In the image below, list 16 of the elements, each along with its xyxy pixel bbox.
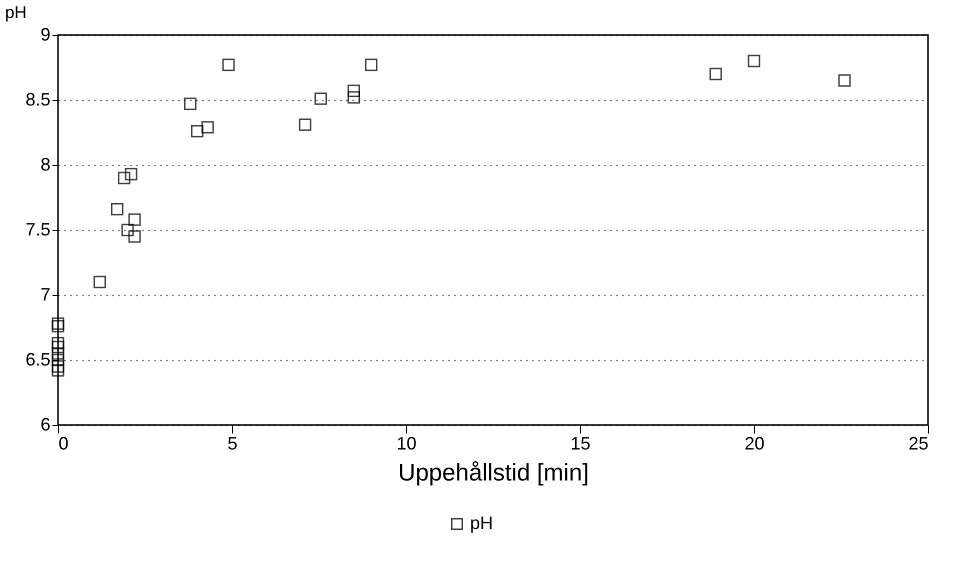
legend-label: pH (470, 513, 494, 533)
x-axis-title: Uppehållstid [min] (398, 460, 589, 486)
y-tick-label: 6 (40, 414, 50, 434)
x-tick-label: 5 (227, 434, 238, 454)
y-axis-title: pH (4, 3, 27, 22)
y-tick-label: 7.5 (25, 220, 50, 240)
y-tick-label: 8 (40, 154, 50, 174)
y-tick-label: 8.5 (25, 90, 50, 110)
x-tick-label: 15 (570, 434, 591, 454)
y-tick-label: 9 (40, 24, 50, 44)
x-tick-label: 20 (744, 434, 765, 454)
x-tick-label: 0 (58, 434, 69, 454)
y-tick-label: 6.5 (25, 350, 50, 370)
y-tick-label: 7 (40, 284, 50, 304)
x-tick-label: 10 (396, 434, 417, 454)
x-tick-label: 25 (908, 434, 928, 454)
